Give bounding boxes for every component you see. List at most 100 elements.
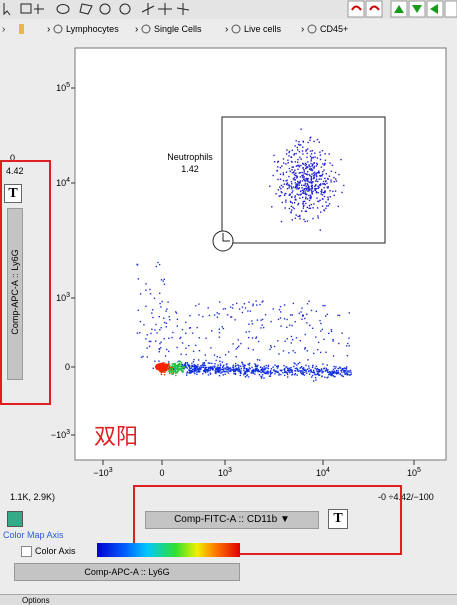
event-dot xyxy=(168,361,170,363)
event-dot xyxy=(237,339,239,341)
event-dot xyxy=(304,347,306,349)
event-dot xyxy=(181,365,183,367)
event-dot xyxy=(302,163,304,165)
t-button[interactable]: T xyxy=(328,509,348,529)
event-dot xyxy=(297,188,300,190)
event-dot xyxy=(293,365,295,368)
y-param-dropdown[interactable]: Comp-APC-A :: Ly6G xyxy=(7,208,23,380)
event-dot xyxy=(234,369,236,372)
event-dot xyxy=(297,158,299,161)
event-dot xyxy=(222,365,224,368)
event-dot xyxy=(302,146,304,148)
event-dot xyxy=(304,198,307,200)
x-tick-label: −103 xyxy=(93,467,112,478)
breadcrumb[interactable]: CD45+ xyxy=(320,24,348,34)
event-dot xyxy=(296,146,298,149)
event-dot xyxy=(273,161,276,163)
event-dot xyxy=(321,175,323,177)
event-dot xyxy=(232,369,234,371)
tick-base: 10 xyxy=(218,468,228,478)
event-dot xyxy=(220,372,222,374)
event-dot xyxy=(238,368,240,370)
event-dot xyxy=(282,180,285,182)
event-dot xyxy=(202,373,204,375)
event-dot xyxy=(190,367,193,369)
event-dot xyxy=(243,373,246,375)
event-dot xyxy=(320,330,322,332)
event-dot xyxy=(295,370,297,372)
event-dot xyxy=(252,372,255,374)
event-dot xyxy=(204,364,206,367)
event-dot xyxy=(258,374,261,376)
breadcrumb[interactable]: Live cells xyxy=(244,24,282,34)
event-dot xyxy=(191,368,194,371)
crumb-sep: › xyxy=(301,24,304,35)
event-dot xyxy=(341,371,343,373)
event-dot xyxy=(261,318,264,321)
event-dot xyxy=(297,181,300,184)
event-dot xyxy=(313,171,316,173)
event-dot xyxy=(302,200,304,203)
event-dot xyxy=(173,369,176,372)
event-dot xyxy=(204,354,206,356)
event-dot xyxy=(188,345,190,347)
color-param[interactable]: Comp-APC-A :: Ly6G xyxy=(14,563,240,581)
event-dot xyxy=(273,154,275,157)
event-dot xyxy=(279,369,281,371)
event-dot xyxy=(321,191,323,194)
event-dot xyxy=(261,374,264,376)
event-dot xyxy=(319,154,322,156)
event-dot xyxy=(185,332,187,334)
x-param-dropdown[interactable]: Comp-FITC-A :: CD11b ▼ xyxy=(145,511,319,529)
event-dot xyxy=(164,370,166,372)
event-dot xyxy=(284,340,286,342)
event-dot xyxy=(165,326,167,328)
event-dot xyxy=(284,207,286,209)
event-dot xyxy=(301,210,303,212)
event-dot xyxy=(316,373,319,375)
event-dot xyxy=(174,362,176,365)
event-dot xyxy=(167,368,169,370)
event-dot xyxy=(196,373,198,375)
event-dot xyxy=(319,370,321,372)
checkbox[interactable] xyxy=(21,546,32,557)
event-dot xyxy=(260,319,262,321)
event-dot xyxy=(256,304,258,306)
event-dot xyxy=(348,371,350,373)
event-dot xyxy=(232,366,234,369)
t-button[interactable]: T xyxy=(4,184,22,203)
event-dot xyxy=(143,324,145,326)
event-dot xyxy=(243,373,245,376)
event-dot xyxy=(258,359,261,361)
event-dot xyxy=(338,342,340,345)
event-dot xyxy=(288,185,291,187)
breadcrumb[interactable]: Single Cells xyxy=(154,24,202,34)
event-dot xyxy=(260,368,263,370)
breadcrumb[interactable]: Lymphocytes xyxy=(66,24,119,34)
event-dot xyxy=(303,190,305,192)
event-dot xyxy=(218,313,220,315)
event-dot xyxy=(337,314,339,316)
event-dot xyxy=(302,205,305,207)
gate[interactable] xyxy=(221,116,386,244)
event-dot xyxy=(193,371,196,373)
icon[interactable] xyxy=(7,511,23,527)
event-dot xyxy=(305,210,307,212)
event-dot xyxy=(333,194,335,197)
event-dot xyxy=(293,177,296,179)
event-dot xyxy=(310,153,313,155)
nav-buttons[interactable] xyxy=(347,0,457,18)
event-dot xyxy=(219,363,222,365)
event-dot xyxy=(301,180,304,182)
event-dot xyxy=(341,369,343,371)
event-dot xyxy=(303,367,305,369)
event-dot xyxy=(291,161,293,163)
event-dot xyxy=(300,128,302,130)
event-dot xyxy=(151,309,154,311)
event-dot xyxy=(241,311,244,314)
event-dot xyxy=(182,371,184,373)
event-dot xyxy=(221,371,223,373)
event-dot xyxy=(307,180,309,183)
event-dot xyxy=(288,370,290,372)
event-dot xyxy=(173,363,175,365)
